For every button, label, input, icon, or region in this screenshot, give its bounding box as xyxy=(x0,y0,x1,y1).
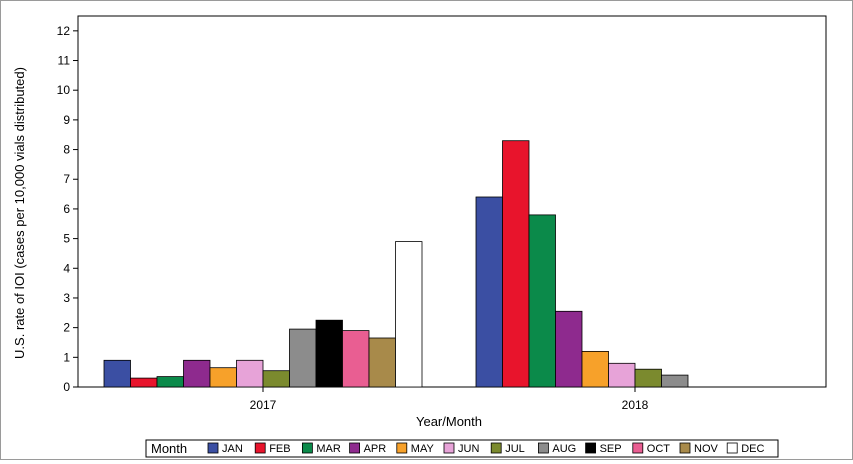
legend-swatch-feb xyxy=(254,442,266,454)
legend-label-apr: APR xyxy=(364,443,387,455)
plot-border xyxy=(77,15,827,388)
bar-aug-2017 xyxy=(289,328,317,388)
y-tick-label: 4 xyxy=(63,261,70,275)
y-axis-title: U.S. rate of IOI (cases per 10,000 vials… xyxy=(12,67,27,359)
bar-oct-2017 xyxy=(342,330,370,388)
legend-swatch-jul xyxy=(490,442,502,454)
bar-may-2017 xyxy=(209,367,237,388)
bar-mar-2018 xyxy=(528,214,556,388)
legend-swatch-apr xyxy=(349,442,361,454)
y-tick-label: 1 xyxy=(63,350,70,364)
legend-label-dec: DEC xyxy=(741,443,764,455)
legend-label-jun: JUN xyxy=(458,443,479,455)
bar-aug-2018 xyxy=(661,374,689,388)
legend-swatch-jun xyxy=(443,442,455,454)
y-tick-label: 9 xyxy=(63,113,70,127)
y-tick-label: 7 xyxy=(63,172,70,186)
legend-label-sep: SEP xyxy=(600,443,622,455)
bar-sep-2017 xyxy=(315,319,343,388)
bar-apr-2017 xyxy=(183,359,211,388)
y-tick-label: 10 xyxy=(57,83,71,97)
y-tick-label: 12 xyxy=(57,24,71,38)
legend-label-may: MAY xyxy=(411,443,435,455)
x-axis-title: Year/Month xyxy=(416,414,482,429)
x-axis: 2017 2018 xyxy=(250,387,649,412)
legend-swatch-mar xyxy=(301,442,313,454)
x-tick-label: 2017 xyxy=(250,398,277,412)
y-tick-label: 5 xyxy=(63,232,70,246)
y-tick-label: 0 xyxy=(63,380,70,394)
legend-label-oct: OCT xyxy=(647,443,671,455)
bar-jul-2017 xyxy=(262,370,290,388)
legend-label-feb: FEB xyxy=(269,443,290,455)
legend-swatch-may xyxy=(396,442,408,454)
legend: Month JAN FEB MAR APR MAY JUN JUL AUG SEP OCT NOV DE… xyxy=(145,439,779,458)
bar-jun-2017 xyxy=(236,359,264,388)
bar-jun-2018 xyxy=(608,362,636,388)
y-tick-label: 6 xyxy=(63,202,70,216)
y-tick-label: 3 xyxy=(63,291,70,305)
legend-label-jan: JAN xyxy=(222,443,243,455)
bar-dec-2017 xyxy=(395,241,423,388)
y-tick-label: 11 xyxy=(58,54,71,68)
y-tick-label: 2 xyxy=(63,321,70,335)
legend-swatch-dec xyxy=(726,442,738,454)
legend-label-jul: JUL xyxy=(505,443,525,455)
bar-feb-2017 xyxy=(130,377,158,388)
x-tick-label: 2018 xyxy=(622,398,649,412)
legend-swatch-nov xyxy=(679,442,691,454)
legend-title: Month xyxy=(151,441,187,456)
legend-label-aug: AUG xyxy=(552,443,576,455)
bar-may-2018 xyxy=(581,350,609,388)
legend-swatch-sep xyxy=(585,442,596,454)
legend-label-mar: MAR xyxy=(316,443,341,455)
legend-swatch-aug xyxy=(538,442,549,454)
bar-jan-2018 xyxy=(475,196,503,388)
bar-nov-2017 xyxy=(368,337,396,388)
legend-swatch-oct xyxy=(632,442,644,454)
bars xyxy=(103,140,689,388)
legend-swatch-jan xyxy=(207,442,219,454)
bar-apr-2018 xyxy=(555,310,583,388)
bar-feb-2018 xyxy=(502,140,530,388)
y-tick-label: 8 xyxy=(63,143,70,157)
bar-mar-2017 xyxy=(156,376,184,388)
bar-jul-2018 xyxy=(634,368,662,388)
plot-area xyxy=(77,15,827,388)
legend-label-nov: NOV xyxy=(694,443,719,455)
bar-jan-2017 xyxy=(103,359,131,388)
